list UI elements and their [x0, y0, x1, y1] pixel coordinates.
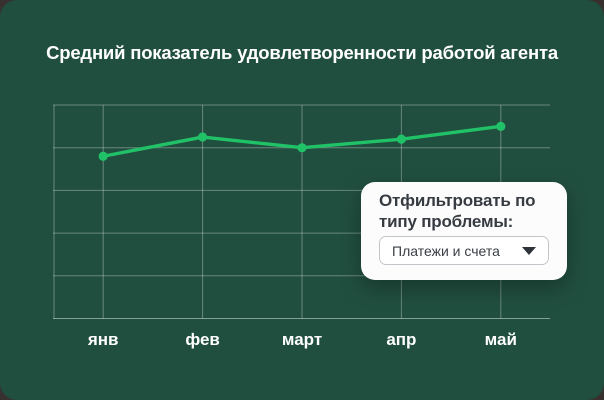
- data-point-апр: [396, 134, 406, 144]
- data-point-янв: [98, 151, 108, 161]
- filter-card: Отфильтровать по типу проблемы: Платежи …: [361, 182, 567, 280]
- data-point-фев: [198, 132, 208, 142]
- data-point-март: [297, 143, 307, 153]
- dropdown-selected-value: Платежи и счета: [392, 242, 500, 259]
- problem-type-dropdown[interactable]: Платежи и счета: [379, 236, 549, 265]
- filter-label: Отфильтровать по типу проблемы:: [379, 191, 536, 231]
- data-point-май: [496, 121, 506, 131]
- chart-title: Средний показатель удовлетворенности раб…: [46, 42, 558, 63]
- caret-down-icon[interactable]: [522, 246, 536, 255]
